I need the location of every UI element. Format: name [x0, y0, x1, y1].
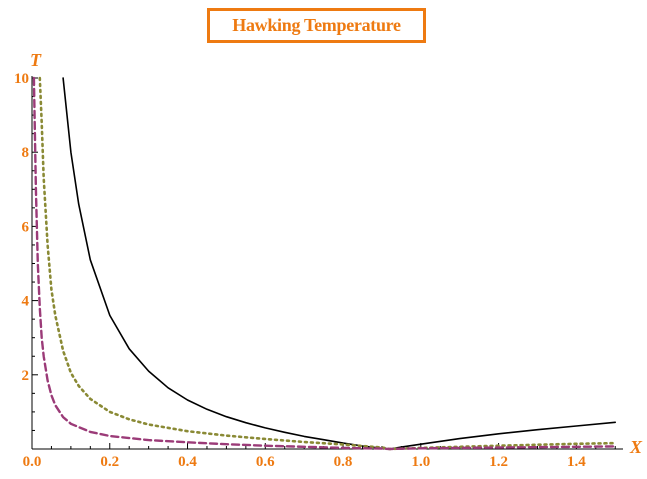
x-tick-label: 0.8: [334, 454, 353, 470]
x-tick-label: 0.0: [23, 454, 42, 470]
x-axis-label: X: [630, 437, 643, 457]
x-tick-label: 1.0: [411, 454, 430, 470]
y-tick-label: 4: [22, 294, 30, 310]
series-line-dotted: [38, 76, 617, 451]
y-axis-label: T: [30, 50, 41, 70]
chart-title-text: Hawking Temperature: [232, 15, 401, 35]
series-lines: [32, 76, 617, 451]
x-tick-label: 1.4: [567, 454, 586, 470]
x-tick-label: 0.6: [256, 454, 275, 470]
y-tick-label: 6: [22, 219, 30, 235]
x-tick-label: 1.2: [489, 454, 508, 470]
chart-title: Hawking Temperature: [207, 8, 426, 43]
y-tick-label: 10: [14, 71, 29, 87]
series-line-solid: [62, 77, 616, 450]
y-tick-label: 8: [22, 145, 30, 161]
axes: [31, 76, 623, 450]
series-line-dashed: [32, 76, 617, 451]
ticks: 0.0 0.2 0.4 0.6 0.8 1.0 1.2 1.4 2 4 6 8 10: [14, 71, 616, 470]
x-tick-label: 0.2: [100, 454, 119, 470]
y-tick-label: 2: [22, 368, 30, 384]
x-tick-label: 0.4: [178, 454, 197, 470]
